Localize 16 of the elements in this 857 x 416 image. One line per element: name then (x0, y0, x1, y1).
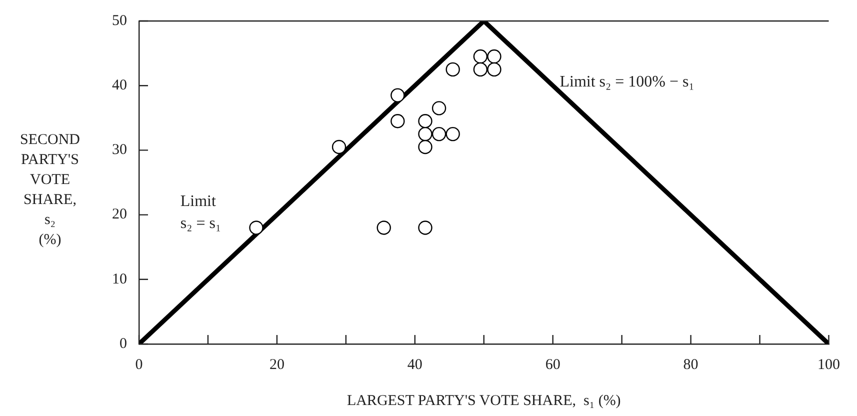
x-tick-label: 20 (269, 356, 284, 373)
y-tick-label: 10 (112, 271, 127, 288)
annotation: Limit s₂ = s₁ (180, 193, 222, 232)
x-axis-title: LARGEST PARTY'S VOTE SHARE, s₁ (%) (346, 392, 621, 409)
y-tick-label: 30 (112, 142, 127, 158)
x-tick-label: 0 (135, 356, 143, 373)
y-tick-label: 0 (120, 336, 127, 352)
x-tick-label: 80 (683, 356, 698, 373)
y-tick-label: 50 (112, 12, 127, 29)
x-tick-label: 40 (407, 356, 422, 373)
annotation: Limit s₂ = 100% − s₁ (560, 74, 694, 91)
x-tick-label: 100 (818, 356, 840, 373)
y-axis-title: SECOND PARTY'S VOTE SHARE, s₂ (%) (18, 131, 81, 250)
y-tick-label: 20 (112, 206, 127, 223)
x-tick-label: 60 (545, 356, 560, 373)
y-tick-label: 40 (112, 78, 127, 94)
